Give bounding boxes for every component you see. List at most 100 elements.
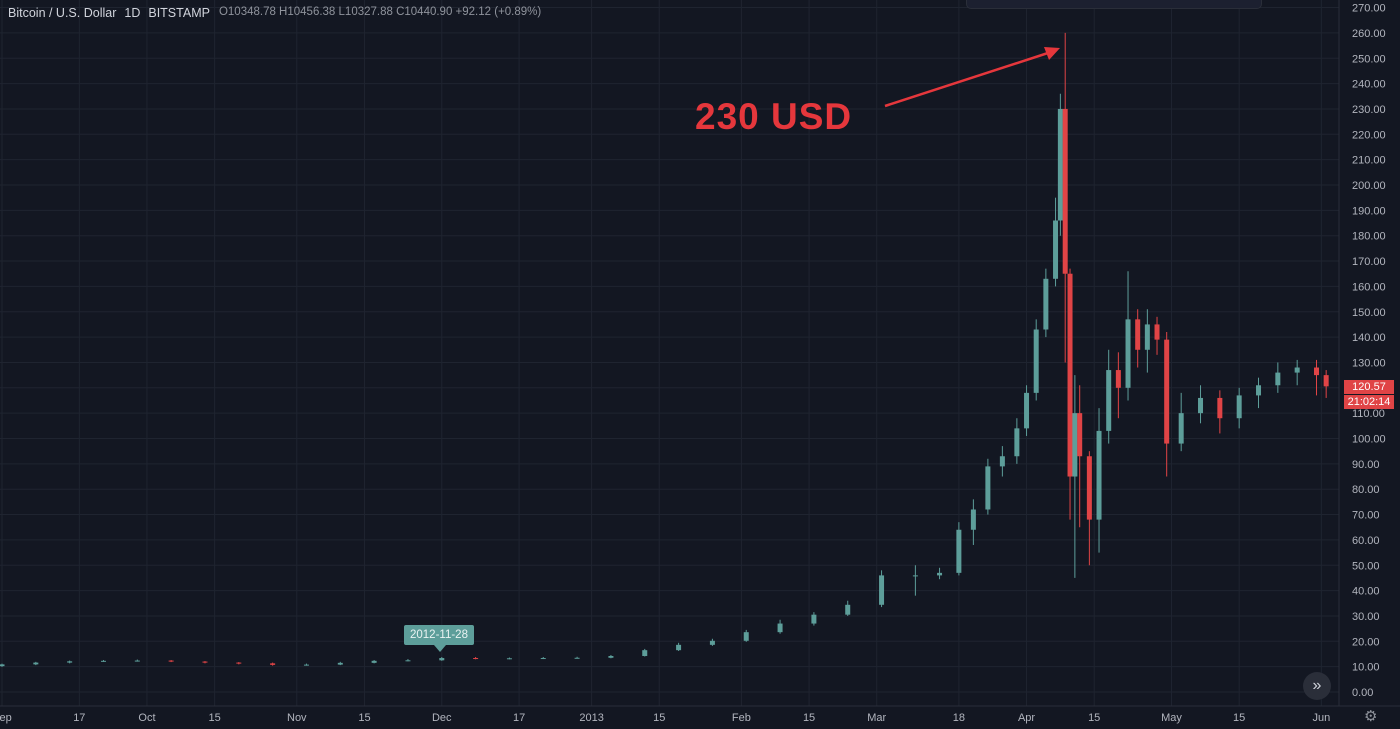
candle [1256,377,1262,409]
time-tick-label: Mar [867,712,886,724]
candle [1125,271,1131,401]
candle-body [608,656,614,658]
candle-body [1024,392,1030,429]
price-tick-label: 220.00 [1352,129,1386,141]
crosshair-date-label: 2012-11-28 [404,625,474,652]
time-tick-label: 17 [73,712,85,724]
candle [1178,392,1184,452]
candle-body [676,644,682,651]
price-tick-label: 130.00 [1352,357,1386,369]
annotation-text: 230 USD [695,96,853,137]
symbol-title[interactable]: Bitcoin / U.S. Dollar [8,6,117,20]
candle-body [1062,108,1068,274]
candle-body [0,664,5,667]
price-tick-label: 150.00 [1352,307,1386,319]
time-tick-label: 15 [1233,712,1245,724]
gear-icon[interactable]: ⚙ [1364,708,1378,725]
candle-body [1178,413,1184,444]
candle [937,567,943,580]
candle-body [1096,430,1102,520]
annotation-arrow-head [1044,47,1060,60]
candle [1096,408,1102,553]
candle-body [1154,324,1160,340]
candle-body [999,456,1005,467]
candle [811,612,817,626]
candle [1024,385,1030,436]
candle-body [1144,324,1150,350]
price-tick-label: 260.00 [1352,28,1386,40]
exchange-label: BITSTAMP [148,6,210,20]
time-tick-label: 15 [1088,712,1100,724]
candle [0,663,5,667]
candle-body [1115,370,1121,388]
candle-body [371,660,377,663]
top-toolbar-handle[interactable] [966,0,1262,9]
candle [845,600,851,616]
candle [67,660,73,664]
candle [1154,316,1160,355]
candle [1144,309,1150,373]
candle-body [1067,273,1073,477]
price-tick-label: 140.00 [1352,332,1386,344]
candle [371,660,377,664]
candle [1323,370,1329,398]
candle-body [236,662,242,664]
candle-body [337,662,343,665]
candle [1106,349,1112,444]
candle-body [1077,413,1083,457]
candle [1043,268,1049,338]
time-tick-label: 2013 [579,712,603,724]
candle-body [985,466,991,510]
candle [337,661,343,666]
candle-body [1043,278,1049,330]
candle-body [956,529,962,573]
candle [676,642,682,651]
candle [743,629,749,642]
price-tick-label: 50.00 [1352,560,1380,572]
candle-body [1086,456,1092,520]
candle-body [1072,413,1078,477]
candle-body [1106,370,1112,431]
candle [100,660,106,662]
price-tick-label: 270.00 [1352,3,1386,15]
price-tick-label: 10.00 [1352,662,1380,674]
candle [1033,319,1039,401]
candle [405,659,411,662]
candle [574,656,580,659]
candle-body [1057,108,1063,221]
candle-body [473,658,479,660]
candle-body [1125,319,1131,388]
candle-body [1217,397,1223,419]
candle [540,657,546,660]
candle-body [202,661,208,663]
price-tick-label: 250.00 [1352,53,1386,65]
candle-body [1198,397,1204,414]
candle-body [811,614,817,624]
scroll-to-realtime-button[interactable]: » [1303,672,1331,700]
price-tick-label: 80.00 [1352,484,1380,496]
candle [1014,418,1020,464]
candle-body [1164,339,1170,444]
candle-body [67,661,73,663]
price-tick-label: 190.00 [1352,205,1386,217]
price-tick-label: 110.00 [1352,408,1385,420]
time-tick-label: 15 [653,712,665,724]
price-tick-label: 90.00 [1352,459,1380,471]
candle-body [168,660,174,662]
time-tick-label: Oct [138,712,155,724]
time-tick-label: Dec [432,712,452,724]
candle [1314,359,1320,396]
ohlc-values: O10348.78 H10456.38 L10327.88 C10440.90 … [218,6,542,18]
candle-body [270,663,276,665]
countdown-label: 21:02:14 [1344,395,1394,409]
candle-body [937,572,943,576]
candle [1057,93,1063,236]
candle [506,657,512,660]
candle [1198,385,1204,424]
candle [439,657,445,661]
candle [1072,375,1078,578]
time-tick-label: Jun [1312,712,1330,724]
interval-label[interactable]: 1D [124,6,141,20]
candle-body [439,658,445,661]
